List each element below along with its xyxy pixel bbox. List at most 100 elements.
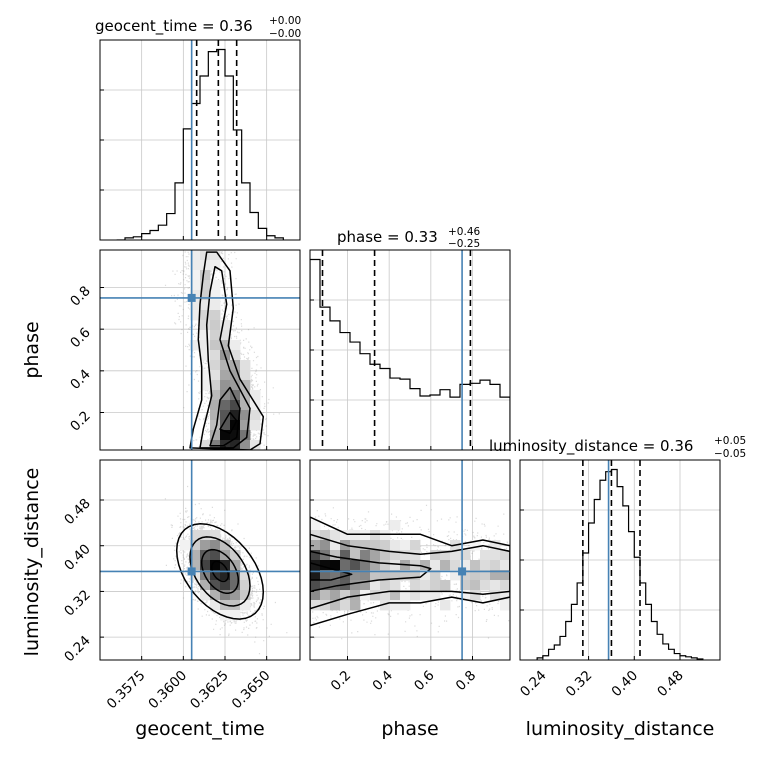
- panel-2d-geocent-time-vs-phase: [99, 249, 301, 451]
- density-cell: [440, 560, 451, 571]
- density-cell: [200, 580, 211, 591]
- density-cell: [210, 580, 221, 591]
- density-cell: [360, 550, 371, 561]
- xtick-label-phase: 0.8: [453, 668, 480, 695]
- density-cell: [310, 540, 321, 551]
- density-cell: [500, 580, 510, 591]
- density-cell: [490, 580, 501, 591]
- density-cell: [370, 540, 381, 551]
- xtick-label-luminosity-distance: 0.32: [563, 668, 596, 701]
- density-cell: [380, 570, 391, 581]
- density-cell: [470, 580, 481, 591]
- density-cell: [390, 550, 401, 561]
- ylabel-phase: phase: [21, 321, 43, 378]
- contour-line: [200, 548, 240, 594]
- ytick-label-luminosity-distance: 0.40: [61, 541, 94, 574]
- density-cell: [360, 570, 371, 581]
- density-cell: [440, 550, 451, 561]
- truth-marker: [187, 567, 196, 576]
- density-cell: [220, 580, 231, 591]
- density-cell: [410, 550, 421, 561]
- density-cell: [240, 580, 251, 591]
- density-cell: [400, 550, 411, 561]
- xtick-label-geocent-time: 0.3575: [104, 668, 149, 713]
- density-cell: [410, 570, 421, 581]
- density-cell: [220, 560, 231, 571]
- density-cell: [190, 550, 201, 561]
- density-cell: [430, 590, 441, 601]
- contour-line: [310, 550, 432, 593]
- density-cell: [230, 370, 241, 381]
- density-cell: [310, 560, 321, 571]
- density-cell: [310, 570, 321, 581]
- density-cell: [240, 370, 251, 381]
- xlabel-phase: phase: [381, 718, 438, 740]
- density-cell: [230, 380, 241, 391]
- density-cell: [460, 580, 471, 591]
- density-cell: [200, 440, 211, 450]
- density-cell: [210, 410, 221, 421]
- density-cell: [310, 590, 321, 601]
- density-cell: [250, 400, 261, 411]
- density-cell: [220, 360, 231, 371]
- panel-hist-geocent-time: [99, 39, 301, 241]
- density-cell: [320, 540, 331, 551]
- title-phase-sup: +0.46: [448, 226, 480, 238]
- density-cell: [490, 540, 501, 551]
- density-cell: [380, 600, 391, 611]
- density-cell: [250, 440, 261, 450]
- density-cell: [210, 420, 221, 431]
- density-cell: [210, 290, 221, 301]
- contour-line: [310, 516, 510, 627]
- density-cell: [380, 530, 391, 541]
- panel-2d-phase-vs-luminosity-distance: [309, 459, 511, 661]
- density-cell: [390, 580, 401, 591]
- density-cell: [180, 540, 191, 551]
- density-cell: [210, 320, 221, 331]
- density-cell: [190, 310, 201, 321]
- title-luminosity-distance-sub: −0.05: [714, 448, 746, 460]
- density-cell: [500, 560, 510, 571]
- density-cell: [200, 590, 211, 601]
- density-cell: [400, 570, 411, 581]
- ytick-label-phase: 0.2: [67, 408, 94, 435]
- density-cell: [190, 540, 201, 551]
- panel-2d-geocent-time-vs-luminosity-distance: [99, 459, 301, 661]
- density-cell: [320, 580, 331, 591]
- truth-marker: [458, 567, 467, 576]
- title-luminosity-distance-sup: +0.05: [714, 435, 746, 447]
- density-cell: [340, 530, 351, 541]
- density-cell: [250, 420, 261, 431]
- density-cell: [460, 550, 471, 561]
- density-cell: [230, 390, 241, 401]
- density-cell: [350, 580, 361, 591]
- ytick-label-luminosity-distance: 0.48: [61, 496, 94, 529]
- contour-line: [210, 560, 230, 583]
- density-cell: [210, 310, 221, 321]
- density-cell: [200, 250, 211, 261]
- density-cell: [430, 580, 441, 591]
- density-cell: [190, 260, 201, 271]
- density-cell: [370, 570, 381, 581]
- density-cell: [450, 570, 461, 581]
- density-cell: [240, 600, 251, 611]
- density-cell: [490, 550, 501, 561]
- density-cell: [190, 280, 201, 291]
- density-cell: [240, 420, 251, 431]
- density-cell: [200, 310, 211, 321]
- density-cell: [230, 610, 241, 621]
- density-cell: [470, 590, 481, 601]
- density-cell: [210, 280, 221, 291]
- density-cell: [240, 440, 251, 450]
- density-cell: [340, 560, 351, 571]
- density-cell: [200, 300, 211, 311]
- contour-line: [209, 386, 241, 447]
- density-cell: [220, 390, 231, 401]
- density-cell: [210, 530, 221, 541]
- density-cell: [210, 600, 221, 611]
- density-cell: [220, 610, 231, 621]
- density-cell: [220, 330, 231, 341]
- density-cell: [210, 550, 221, 561]
- density-cell: [210, 350, 221, 361]
